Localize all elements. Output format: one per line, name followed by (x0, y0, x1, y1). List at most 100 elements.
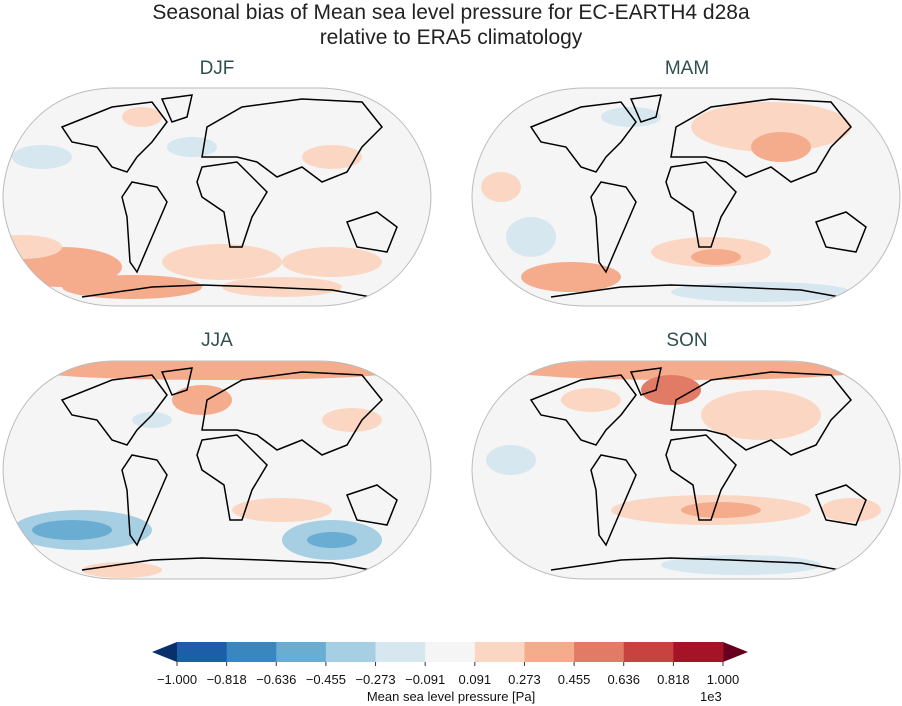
panel-title-mam: MAM (664, 58, 710, 79)
map-djf (2, 87, 432, 307)
coastline-australia (346, 211, 398, 253)
colorbar-tick-label: 0.818 (657, 672, 690, 687)
bias-region (322, 408, 382, 432)
bias-region (601, 107, 661, 127)
figure-title-line2: relative to ERA5 climatology (319, 26, 583, 49)
coastline-eurasia (670, 98, 853, 183)
bias-region (751, 132, 811, 162)
colorbar-tick-label: −0.091 (405, 672, 446, 687)
coastline-south-america (121, 181, 168, 274)
bias-region (122, 107, 162, 127)
coastline-south-america (590, 181, 637, 274)
colorbar-label: Mean sea level pressure [Pa] (366, 689, 536, 704)
coastline-africa (196, 434, 268, 521)
colorbar-tick-label: −1.000 (156, 672, 198, 687)
bias-region (82, 562, 162, 578)
coastline-antarctica (550, 284, 852, 300)
colorbar-segment (623, 642, 674, 662)
map-border (2, 87, 432, 307)
figure-title-line1: Seasonal bias of Mean sea level pressure… (152, 1, 750, 24)
bias-region (486, 445, 536, 475)
coastline-eurasia (201, 98, 384, 183)
colorbar (152, 642, 748, 666)
coastline-greenland (629, 94, 662, 123)
coastline-australia (815, 211, 867, 253)
bias-region (821, 498, 881, 522)
coastline-south-america (590, 454, 637, 547)
coastline-greenland (629, 367, 662, 396)
bias-region (3, 235, 62, 259)
bias-region (481, 172, 521, 202)
bias-region (282, 247, 382, 277)
coastline-africa (665, 434, 737, 521)
map-border (471, 360, 901, 580)
colorbar-tick-label: −0.455 (305, 672, 346, 687)
panel-title-djf: DJF (199, 58, 235, 79)
colorbar-tick-label: −0.273 (355, 672, 396, 687)
coastline-north-america (529, 101, 637, 173)
bias-region (681, 502, 761, 518)
coastline-greenland (160, 94, 193, 123)
bias-region (12, 145, 72, 169)
map-son (471, 360, 901, 580)
bias-region (521, 262, 621, 292)
colorbar-tick-label: −0.818 (206, 672, 247, 687)
bias-region (561, 388, 621, 412)
coastline-north-america (60, 101, 168, 173)
panel-title-jja: JJA (201, 330, 233, 351)
bias-region (167, 137, 217, 157)
coastline-eurasia (201, 371, 384, 456)
colorbar-segment (673, 642, 724, 662)
colorbar-under-arrow (152, 642, 177, 662)
bias-region (32, 520, 112, 540)
bias-region (307, 532, 357, 548)
bias-region (691, 102, 851, 152)
colorbar-segment (425, 642, 476, 662)
colorbar-segment (474, 642, 525, 662)
colorbar-tick-label: 0.273 (508, 672, 541, 687)
coastline-north-america (60, 374, 168, 446)
bias-region (172, 385, 232, 415)
coastline-antarctica (81, 284, 383, 300)
colorbar-segment (325, 642, 377, 662)
bias-region (302, 145, 362, 169)
bias-region (162, 244, 282, 280)
bias-region (62, 275, 202, 299)
bias-region (691, 249, 741, 265)
panel-title-son: SON (666, 330, 708, 351)
bias-region (27, 361, 407, 380)
bias-region (506, 217, 556, 257)
colorbar-tick-label: 0.091 (458, 672, 492, 687)
coastline-antarctica (550, 557, 852, 573)
colorbar-segment (177, 642, 228, 662)
colorbar-segment (276, 642, 327, 662)
coastline-north-america (529, 374, 637, 446)
map-border (471, 87, 901, 307)
coastline-eurasia (670, 371, 853, 456)
colorbar-exponent: 1e3 (700, 689, 722, 704)
bias-region (222, 277, 342, 297)
map-border (2, 360, 432, 580)
map-jja (2, 360, 432, 580)
colorbar-segment (524, 642, 575, 662)
bias-region (232, 498, 332, 522)
coastline-australia (815, 484, 867, 526)
coastline-greenland (160, 367, 193, 396)
bias-region (661, 555, 821, 575)
colorbar-segment (375, 642, 426, 662)
map-mam (471, 87, 901, 307)
coastline-africa (196, 161, 268, 248)
bias-region (641, 375, 701, 405)
colorbar-over-arrow (723, 642, 748, 662)
coastline-africa (665, 161, 737, 248)
colorbar-tick-label: −0.636 (256, 672, 297, 687)
bias-region (701, 390, 821, 440)
coastline-south-america (121, 454, 168, 547)
coastline-australia (346, 484, 398, 526)
colorbar-segment (226, 642, 277, 662)
colorbar-tick-label: 0.636 (607, 672, 640, 687)
colorbar-segment (574, 642, 625, 662)
bias-region (506, 361, 866, 380)
bias-region (671, 282, 851, 302)
colorbar-tick-label: 1.000 (706, 672, 740, 687)
